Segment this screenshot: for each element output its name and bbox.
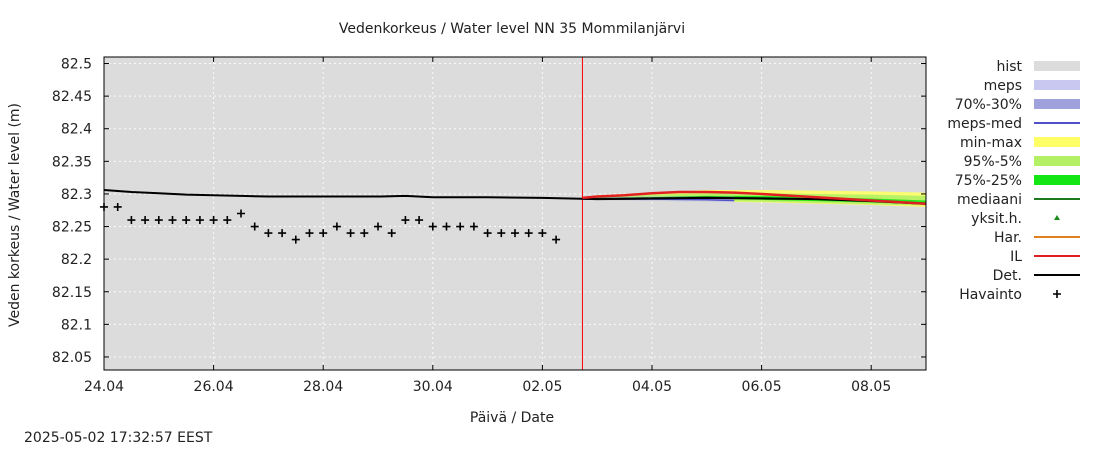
observation-point <box>401 216 410 225</box>
legend-label-min-max: min-max <box>960 135 1022 151</box>
line-det- <box>103 189 927 205</box>
legend-swatch-75-25 <box>1034 175 1080 185</box>
plot-frame <box>103 56 927 371</box>
x-tick-label: 28.04 <box>303 379 343 395</box>
x-tick-label: 04.05 <box>632 379 672 395</box>
observation-point <box>223 216 232 225</box>
observation-point <box>469 222 478 231</box>
y-axis-label: Veden korkeus / Water level (m) <box>7 103 23 327</box>
observation-point <box>278 229 287 238</box>
legend-label-det: Det. <box>993 268 1022 284</box>
legend-label-hist: hist <box>996 59 1022 75</box>
y-tick-label: 82.1 <box>61 317 92 333</box>
observation-point <box>456 222 465 231</box>
series-lines <box>103 57 927 370</box>
legend-label-95-5: 95%-5% <box>964 154 1022 170</box>
x-tick-label: 26.04 <box>194 379 234 395</box>
y-tick-label: 82.3 <box>61 187 92 203</box>
x-tick-label: 08.05 <box>851 379 891 395</box>
x-tick-label: 24.04 <box>84 379 124 395</box>
hist-background <box>104 57 926 370</box>
observation-point <box>332 222 341 231</box>
legend-label-meps-med: meps-med <box>947 116 1022 132</box>
observation-point <box>346 229 355 238</box>
legend-label-il: IL <box>1010 249 1022 265</box>
observation-point <box>497 229 506 238</box>
observation-point <box>552 235 561 244</box>
generation-timestamp: 2025-05-02 17:32:57 EEST <box>24 430 213 446</box>
legend-label-havainto: Havainto <box>959 287 1022 303</box>
observation-point <box>360 229 369 238</box>
legend-swatch-70-30 <box>1034 99 1080 109</box>
observation-point <box>511 229 519 238</box>
observation-point <box>538 229 547 238</box>
legend-label-har: Har. <box>994 230 1022 246</box>
legend-label-75-25: 75%-25% <box>955 173 1022 189</box>
plot-background <box>104 57 926 370</box>
observation-point <box>237 209 245 218</box>
legend-swatch-hist <box>1034 61 1080 71</box>
plot-border <box>103 56 927 371</box>
observation-point <box>291 235 300 244</box>
observation-point <box>264 229 273 238</box>
legend-label-70-30: 70%-30% <box>955 97 1022 113</box>
legend-swatch-yksit-h <box>1054 215 1060 220</box>
legend-swatch-havainto <box>1053 290 1061 298</box>
observation-point <box>195 216 204 225</box>
legend-swatch-meps <box>1034 80 1080 90</box>
legend-label-mediaani: mediaani <box>957 192 1022 208</box>
x-tick-label: 30.04 <box>413 379 453 395</box>
x-tick-label: 02.05 <box>522 379 562 395</box>
observation-point <box>168 216 177 225</box>
y-tick-label: 82.35 <box>52 154 92 170</box>
legend-label-yksit-h: yksit.h. <box>971 211 1022 227</box>
observation-point <box>415 216 424 225</box>
x-tick-label: 06.05 <box>742 379 782 395</box>
observation-points <box>100 202 561 244</box>
observation-point <box>305 229 314 238</box>
y-axis-ticks: 82.5 82.45 82.4 82.35 82.3 82.25 82.2 82.15 82.1… <box>52 57 92 366</box>
y-tick-label: 82.4 <box>61 122 92 138</box>
y-tick-label: 82.45 <box>52 89 92 105</box>
observation-point <box>319 229 328 238</box>
observation-point <box>483 229 492 238</box>
y-tick-label: 82.05 <box>52 350 92 366</box>
legend-swatch-min-max <box>1034 137 1080 147</box>
observation-point <box>141 216 150 225</box>
legend: hist meps 70%-30% meps-med min-max 95%-5% 75%-… <box>947 59 1080 303</box>
y-tick-label: 82.25 <box>52 220 92 236</box>
x-axis-label: Päivä / Date <box>470 410 554 426</box>
line-il <box>582 190 927 205</box>
observation-point <box>154 216 163 225</box>
observation-point <box>209 216 218 225</box>
y-tick-label: 82.15 <box>52 285 92 301</box>
observation-point <box>428 222 437 231</box>
observation-point <box>442 222 451 231</box>
observation-point <box>524 229 533 238</box>
observation-point <box>127 216 136 225</box>
observation-point <box>250 222 259 231</box>
observation-point <box>374 222 382 231</box>
y-tick-label: 82.2 <box>61 252 92 268</box>
x-axis-ticks: 24.04 26.04 28.04 30.04 02.05 04.05 06.05 08.05 <box>84 379 891 395</box>
legend-swatch-95-5 <box>1034 156 1080 166</box>
observation-point <box>113 202 122 211</box>
legend-label-meps: meps <box>984 78 1022 94</box>
y-tick-label: 82.5 <box>61 57 92 73</box>
observation-point <box>182 216 191 225</box>
observation-point <box>387 229 396 238</box>
chart-title: Vedenkorkeus / Water level NN 35 Mommila… <box>339 21 685 37</box>
